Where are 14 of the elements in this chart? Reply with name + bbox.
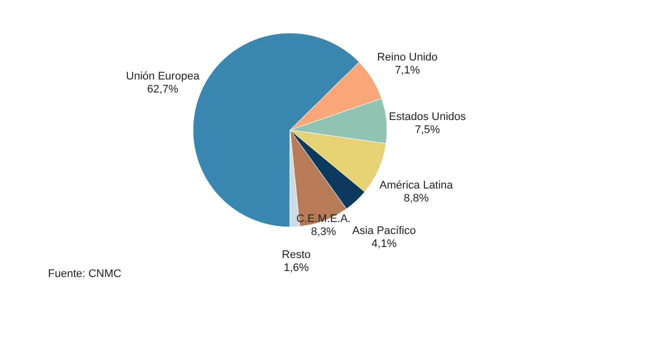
slice-label: Asia Pacífico — [352, 224, 416, 237]
slice-label: Estados Unidos — [388, 110, 466, 123]
data-label: 7,5% — [414, 124, 440, 136]
data-label: 8,3% — [311, 226, 336, 238]
data-label: 1,6% — [284, 262, 310, 274]
slice-label: Resto — [282, 248, 311, 261]
data-label: 4,1% — [372, 238, 397, 250]
source-note: Fuente: CNMC — [48, 268, 122, 280]
slice-label: Unión Europea — [126, 70, 200, 83]
data-label: 7,1% — [394, 64, 420, 76]
slice-label: Reino Unido — [377, 51, 438, 64]
slice-label: América Latina — [380, 180, 454, 192]
data-label: 8,8% — [404, 192, 429, 205]
data-label: 62,7% — [147, 84, 179, 96]
